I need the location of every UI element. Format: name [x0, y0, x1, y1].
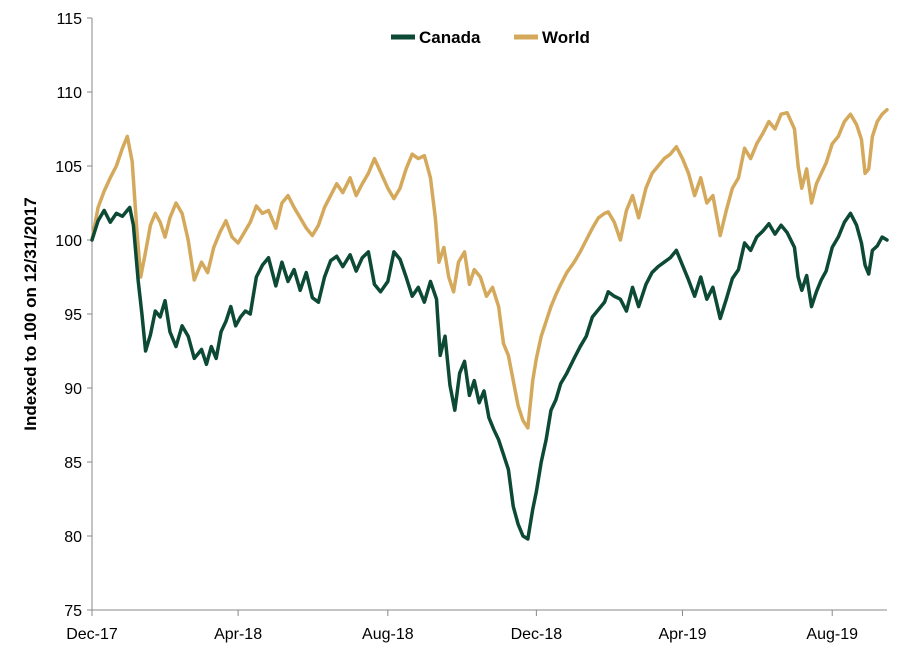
- series-layer: [90, 108, 889, 541]
- y-axis-label: Indexed to 100 on 12/31/2017: [21, 197, 40, 430]
- x-tick-label: Aug-19: [806, 626, 858, 643]
- series-line-canada: [90, 205, 889, 541]
- y-tick-label: 100: [55, 233, 82, 250]
- legend-label-world: World: [542, 28, 590, 47]
- y-tick-label: 110: [56, 85, 82, 102]
- y-tick-label: 75: [64, 603, 82, 620]
- series-line-world: [90, 108, 889, 430]
- y-tick-label: 80: [64, 529, 82, 546]
- x-tick-label: Dec-18: [511, 626, 563, 643]
- axes: [91, 18, 887, 611]
- x-tick-label: Apr-19: [658, 626, 706, 643]
- x-tick-label: Aug-18: [362, 626, 414, 643]
- x-ticks: Dec-17 Apr-18 Aug-18 Dec-18 Apr-19 Aug-19: [66, 610, 858, 643]
- y-tick-label: 95: [64, 307, 82, 324]
- x-tick-label: Dec-17: [66, 626, 118, 643]
- y-tick-label: 105: [55, 159, 82, 176]
- legend-label-canada: Canada: [419, 28, 481, 47]
- y-tick-label: 115: [56, 11, 82, 28]
- legend: Canada World: [391, 28, 590, 47]
- y-tick-label: 90: [64, 381, 82, 398]
- y-tick-label: 85: [64, 455, 82, 472]
- x-tick-label: Apr-18: [214, 626, 262, 643]
- y-ticks: 75 80 85 90 95 100 105 110 115: [55, 11, 92, 620]
